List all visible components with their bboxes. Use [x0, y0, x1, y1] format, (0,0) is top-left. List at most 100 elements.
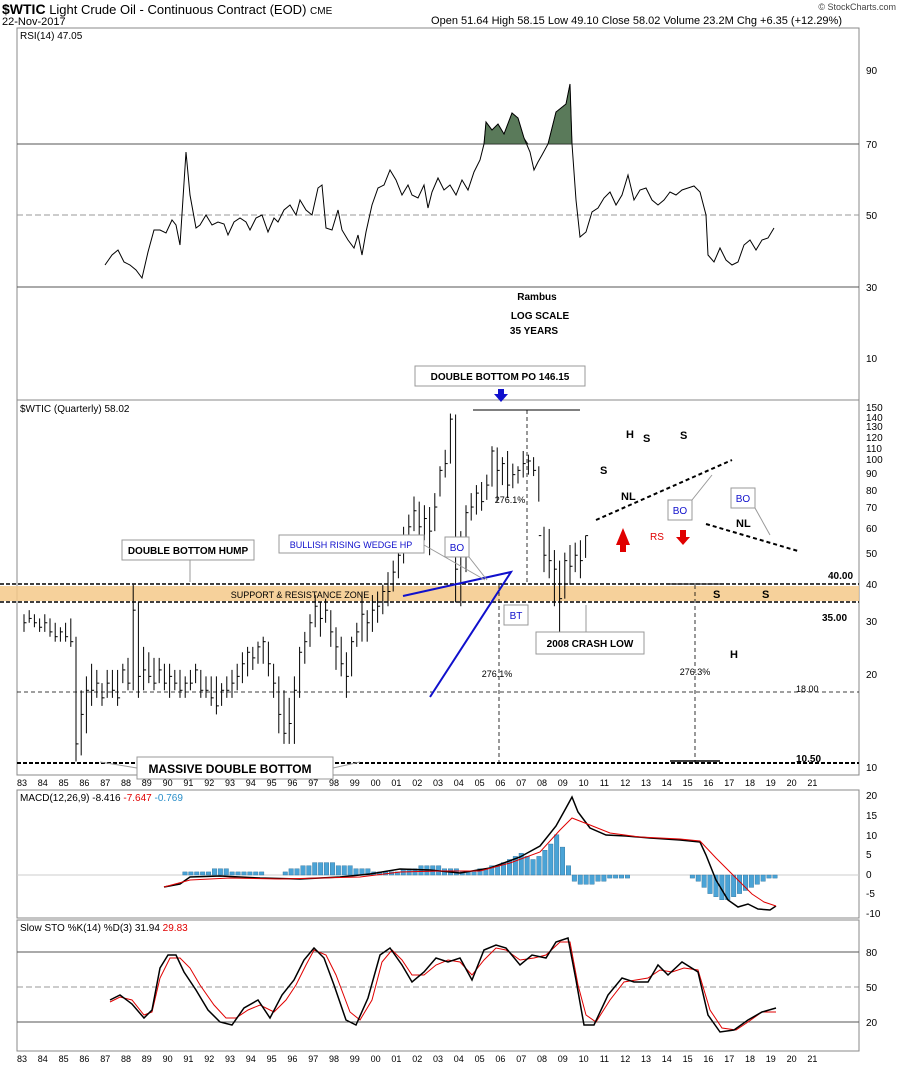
macd-hist-bar — [701, 874, 707, 888]
macd-hist-bar — [743, 874, 748, 891]
price-tick: 50 — [866, 549, 878, 560]
rsi-tick-10: 10 — [866, 354, 878, 365]
x-tick-label: 95 — [267, 778, 277, 788]
x-tick-label: 17 — [724, 1054, 734, 1064]
x-tick-label: 10 — [579, 778, 589, 788]
x-tick-label: 11 — [600, 1054, 609, 1064]
macd-hist-bar — [766, 874, 772, 879]
x-tick-label: 15 — [683, 1054, 693, 1064]
sto-legend: Slow STO %K(14) %D(3) 31.94 29.83 — [20, 923, 188, 934]
macd-hist-bar — [235, 871, 241, 876]
ohlc-bars — [23, 413, 589, 762]
label-s: S — [762, 589, 769, 601]
callout-text: BT — [510, 611, 523, 622]
x-tick-label: 95 — [267, 1054, 277, 1064]
pct-276-c: 276.3% — [680, 667, 711, 677]
x-tick-label: 12 — [620, 1054, 630, 1064]
x-tick-label: 99 — [350, 778, 360, 788]
price-axis: 150 140 130 120 110 100 90 80 70 60 50 4… — [866, 403, 883, 774]
macd-hist-bar — [507, 859, 512, 876]
x-tick-label: 90 — [163, 778, 173, 788]
macd-hist-bar — [625, 874, 630, 879]
chart-date: 22-Nov-2017 — [2, 16, 66, 28]
callout-bo-3: BO — [730, 487, 771, 536]
macd-hist-bar — [294, 868, 300, 876]
callout-text: 2008 CRASH LOW — [547, 639, 634, 650]
macd-hist-bar — [583, 874, 589, 885]
x-tick-label: 85 — [59, 778, 69, 788]
callout-double-bottom-hump: DOUBLE BOTTOM HUMP — [121, 539, 255, 582]
label-nl: NL — [621, 491, 636, 503]
x-tick-label: 18 — [745, 778, 755, 788]
macd-hist-bar — [188, 871, 194, 876]
callout-bt: BT — [503, 604, 529, 626]
callout-double-bottom-po: DOUBLE BOTTOM PO 146.15 — [414, 365, 586, 387]
macd-hist-bar — [542, 850, 548, 876]
callout-text: BO — [673, 506, 688, 517]
label-s: S — [680, 430, 687, 442]
macd-hist-bar — [713, 874, 719, 897]
macd-axis: 20 15 10 5 0 -5 -10 — [866, 791, 881, 920]
macd-hist-bar — [589, 874, 595, 885]
macd-hist-bar — [548, 843, 554, 876]
support-resistance-zone — [0, 586, 859, 601]
x-tick-label: 05 — [475, 778, 485, 788]
callout-bo-2: BO — [667, 474, 713, 521]
macd-hist-bar — [300, 865, 306, 876]
macd-tick: -10 — [866, 909, 881, 920]
x-tick-label: 02 — [412, 778, 422, 788]
x-tick-label: 18 — [745, 1054, 755, 1064]
price-legend: $WTIC (Quarterly) 58.02 — [20, 404, 130, 415]
price-tick: 120 — [866, 433, 883, 444]
macd-hist-bar — [211, 868, 217, 876]
x-tick-label: 08 — [537, 1054, 547, 1064]
label-nl: NL — [736, 518, 751, 530]
macd-signal-value: -7.647 — [123, 793, 152, 804]
x-tick-label: 17 — [724, 778, 734, 788]
x-tick-label: 94 — [246, 1054, 256, 1064]
macd-hist-bar — [772, 874, 778, 879]
macd-hist-bar — [200, 871, 206, 876]
x-tick-label: 92 — [204, 778, 214, 788]
x-tick-label: 03 — [433, 778, 443, 788]
x-tick-label: 94 — [246, 778, 256, 788]
price-tick: 130 — [866, 422, 883, 433]
stoch-k-line — [109, 937, 777, 1033]
price-tick: 60 — [866, 524, 878, 535]
price-tick: 100 — [866, 455, 883, 466]
x-tick-label: 09 — [558, 778, 568, 788]
x-tick-label: 89 — [142, 1054, 152, 1064]
x-tick-label: 06 — [495, 1054, 505, 1064]
blue-down-arrow — [494, 389, 508, 402]
macd-hist-bar — [217, 868, 223, 876]
x-tick-label: 15 — [683, 778, 693, 788]
macd-hist-bar — [365, 868, 371, 876]
label-h: H — [626, 429, 634, 441]
macd-hist-bar — [324, 862, 329, 876]
macd-hist-bar — [607, 874, 613, 879]
macd-hist-bar — [312, 862, 318, 876]
x-tick-label: 93 — [225, 778, 235, 788]
x-tick-label: 20 — [787, 778, 797, 788]
macd-legend-value: -8.416 — [92, 793, 121, 804]
macd-tick: -5 — [866, 889, 875, 900]
macd-hist-bar — [689, 874, 695, 879]
x-tick-label: 97 — [308, 1054, 318, 1064]
x-tick-label: 84 — [38, 778, 48, 788]
macd-hist-bar — [330, 862, 335, 876]
price-tick: 70 — [866, 503, 878, 514]
x-axis-sto: 83 84 85 86 87 88 89 90 91 92 93 94 95 96 97 98 99 00 01 02… — [17, 1054, 817, 1064]
x-tick-label: 05 — [475, 1054, 485, 1064]
macd-hist-bar — [571, 874, 577, 882]
x-tick-label: 21 — [807, 778, 817, 788]
macd-legend-label: MACD(12,26,9) — [20, 793, 89, 804]
macd-tick: 15 — [866, 811, 878, 822]
x-tick-label: 96 — [287, 1054, 297, 1064]
x-tick-label: 86 — [79, 778, 89, 788]
note-log-scale: LOG SCALE — [511, 311, 570, 322]
red-arrow-up — [616, 528, 630, 552]
macd-hist-bar — [282, 871, 288, 876]
x-tick-label: 03 — [433, 1054, 443, 1064]
x-tick-label: 86 — [79, 1054, 89, 1064]
x-tick-label: 91 — [183, 1054, 193, 1064]
